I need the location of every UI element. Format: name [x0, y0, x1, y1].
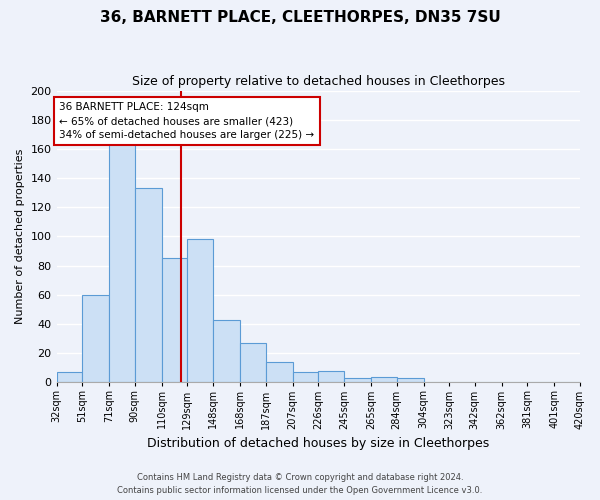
- Title: Size of property relative to detached houses in Cleethorpes: Size of property relative to detached ho…: [132, 75, 505, 88]
- Bar: [82, 295, 109, 382]
- Bar: [293, 372, 318, 382]
- Bar: [266, 362, 293, 382]
- Bar: [213, 320, 240, 382]
- Bar: [187, 240, 213, 382]
- Bar: [240, 343, 266, 382]
- Bar: [162, 258, 187, 382]
- Bar: [344, 378, 371, 382]
- Text: 36 BARNETT PLACE: 124sqm
← 65% of detached houses are smaller (423)
34% of semi-: 36 BARNETT PLACE: 124sqm ← 65% of detach…: [59, 102, 314, 140]
- Bar: [135, 188, 162, 382]
- Text: 36, BARNETT PLACE, CLEETHORPES, DN35 7SU: 36, BARNETT PLACE, CLEETHORPES, DN35 7SU: [100, 10, 500, 25]
- Bar: [318, 370, 344, 382]
- Bar: [56, 372, 82, 382]
- Bar: [109, 142, 135, 382]
- Bar: [397, 378, 424, 382]
- X-axis label: Distribution of detached houses by size in Cleethorpes: Distribution of detached houses by size …: [147, 437, 490, 450]
- Text: Contains HM Land Registry data © Crown copyright and database right 2024.
Contai: Contains HM Land Registry data © Crown c…: [118, 473, 482, 495]
- Bar: [371, 376, 397, 382]
- Y-axis label: Number of detached properties: Number of detached properties: [15, 149, 25, 324]
